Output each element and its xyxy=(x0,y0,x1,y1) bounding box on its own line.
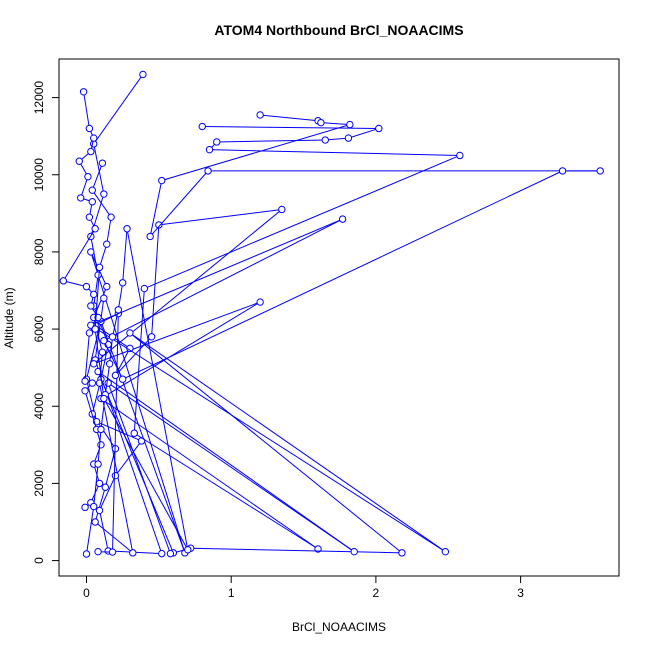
data-point xyxy=(96,507,102,513)
data-point xyxy=(257,299,263,305)
data-point xyxy=(92,226,98,232)
data-point xyxy=(101,295,107,301)
data-point xyxy=(89,380,95,386)
data-point xyxy=(442,548,448,554)
data-point xyxy=(108,214,114,220)
y-tick-label: 6000 xyxy=(32,315,46,342)
data-point xyxy=(91,135,97,141)
data-point xyxy=(159,550,165,556)
data-point xyxy=(559,168,565,174)
data-point xyxy=(105,380,111,386)
data-point xyxy=(148,334,154,340)
data-point xyxy=(205,168,211,174)
y-axis-label: Altitude (m) xyxy=(2,287,16,348)
data-point xyxy=(88,148,94,154)
data-point xyxy=(159,177,165,183)
data-point xyxy=(91,291,97,297)
x-axis-label: BrCl_NOAACIMS xyxy=(292,620,386,634)
data-point xyxy=(112,472,118,478)
data-point xyxy=(91,503,97,509)
data-point xyxy=(86,214,92,220)
data-point xyxy=(140,71,146,77)
data-point xyxy=(86,330,92,336)
data-point xyxy=(109,549,115,555)
data-point xyxy=(104,283,110,289)
data-point xyxy=(89,199,95,205)
data-point xyxy=(82,388,88,394)
data-point xyxy=(318,119,324,125)
data-point xyxy=(95,272,101,278)
data-point xyxy=(86,125,92,131)
data-point xyxy=(106,361,112,367)
data-point xyxy=(95,548,101,554)
data-point xyxy=(347,121,353,127)
data-point xyxy=(457,152,463,158)
data-point xyxy=(92,326,98,332)
data-point xyxy=(99,160,105,166)
data-point xyxy=(82,504,88,510)
data-point xyxy=(98,426,104,432)
y-tick-label: 10000 xyxy=(32,158,46,192)
data-point xyxy=(101,191,107,197)
y-tick-label: 8000 xyxy=(32,238,46,265)
x-tick-label: 0 xyxy=(83,586,90,600)
data-point xyxy=(345,135,351,141)
data-point xyxy=(127,330,133,336)
data-point xyxy=(339,216,345,222)
data-point xyxy=(147,233,153,239)
data-point xyxy=(199,123,205,129)
data-point xyxy=(83,283,89,289)
data-point xyxy=(130,550,136,556)
y-tick-label: 4000 xyxy=(32,393,46,420)
data-point xyxy=(89,187,95,193)
data-point xyxy=(91,361,97,367)
data-point xyxy=(115,307,121,313)
data-point xyxy=(185,547,191,553)
data-point xyxy=(206,146,212,152)
data-point xyxy=(109,334,115,340)
data-point xyxy=(119,280,125,286)
data-point xyxy=(376,125,382,131)
data-point xyxy=(167,550,173,556)
data-point xyxy=(141,285,147,291)
y-tick-label: 2000 xyxy=(32,470,46,497)
data-point xyxy=(112,372,118,378)
data-point xyxy=(102,484,108,490)
data-point xyxy=(124,226,130,232)
data-point xyxy=(83,551,89,557)
data-point xyxy=(96,264,102,270)
x-tick-label: 3 xyxy=(517,586,524,600)
data-point xyxy=(76,158,82,164)
data-point xyxy=(80,89,86,95)
data-point xyxy=(399,550,405,556)
data-point xyxy=(92,519,98,525)
x-tick-label: 2 xyxy=(373,586,380,600)
data-point xyxy=(101,337,107,343)
data-point xyxy=(98,442,104,448)
data-point xyxy=(351,548,357,554)
data-point xyxy=(88,303,94,309)
data-point xyxy=(88,249,94,255)
data-point xyxy=(78,195,84,201)
data-point xyxy=(95,461,101,467)
x-tick-label: 1 xyxy=(228,586,235,600)
data-point xyxy=(131,430,137,436)
data-point xyxy=(101,395,107,401)
y-tick-label: 0 xyxy=(32,557,46,564)
y-tick-label: 12000 xyxy=(32,81,46,115)
data-point xyxy=(257,112,263,118)
data-point xyxy=(104,241,110,247)
chart-title: ATOM4 Northbound BrCl_NOAACIMS xyxy=(214,22,463,38)
data-point xyxy=(279,206,285,212)
data-point xyxy=(119,376,125,382)
data-point xyxy=(82,378,88,384)
data-point xyxy=(322,137,328,143)
data-point xyxy=(85,173,91,179)
data-point xyxy=(214,139,220,145)
data-point xyxy=(60,278,66,284)
data-point xyxy=(597,168,603,174)
data-point xyxy=(96,480,102,486)
